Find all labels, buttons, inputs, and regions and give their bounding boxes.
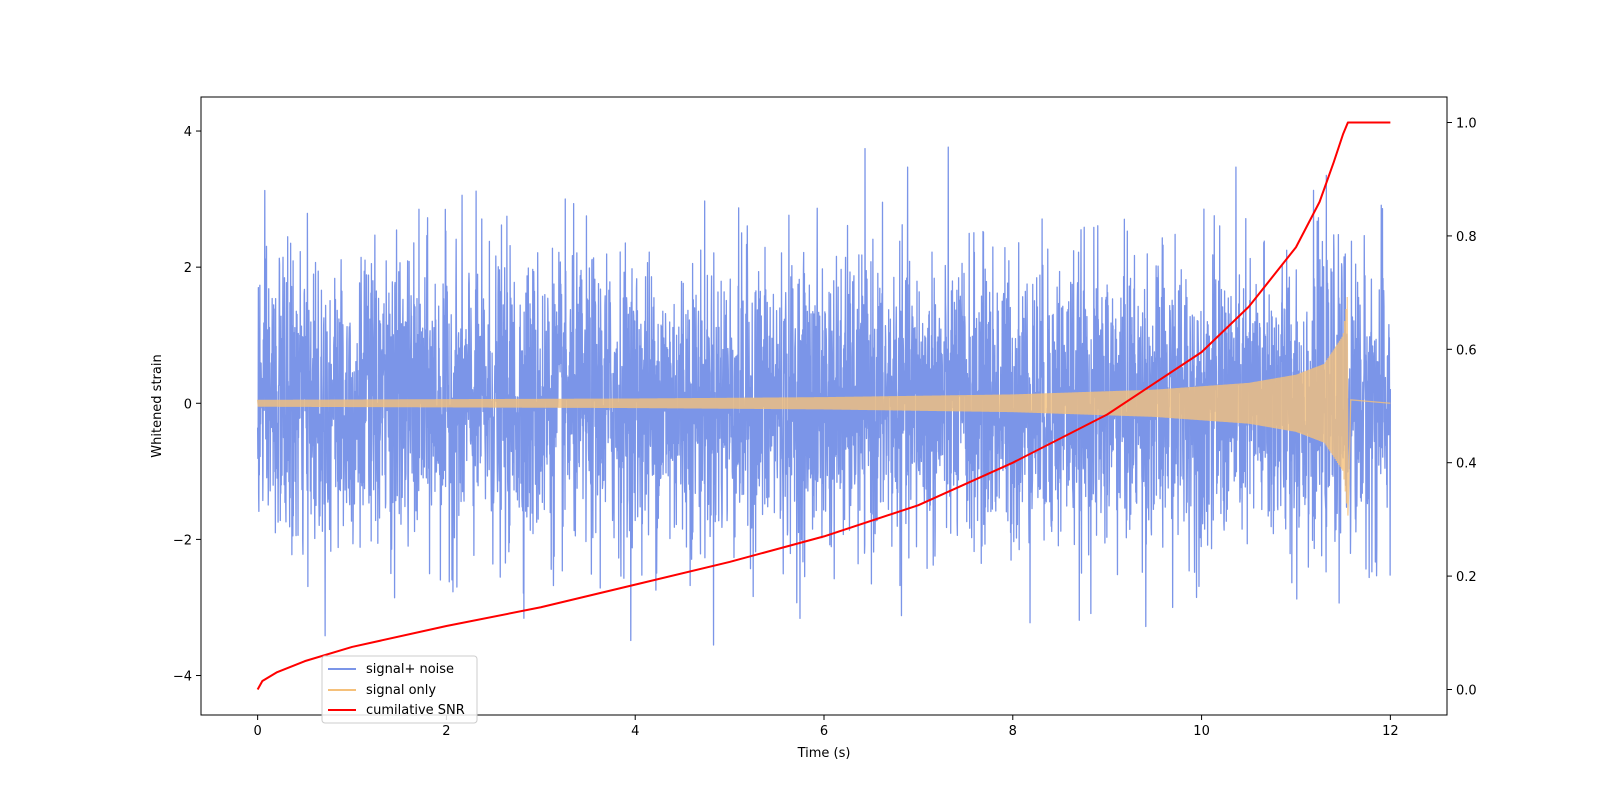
y2-tick-label: 0.4 [1456, 457, 1477, 472]
y2-tick-label: 0.0 [1456, 683, 1477, 698]
y-axis-label: Whitened strain [150, 354, 165, 457]
x-axis: 0 2 4 6 8 10 12 [253, 715, 1399, 739]
series-cumulative-snr [256, 121, 1391, 690]
y-tick-label: −2 [173, 533, 192, 548]
x-tick-label: 0 [253, 724, 261, 739]
y2-tick-label: 0.2 [1456, 570, 1477, 585]
y-axis-right: 0.0 0.2 0.4 0.6 0.8 1.0 [1447, 117, 1477, 698]
y2-tick-label: 0.6 [1456, 343, 1477, 358]
legend-label-signal-only: signal only [366, 683, 436, 698]
plot-area [256, 121, 1392, 690]
legend-label-cumulative-snr: cumilative SNR [366, 703, 465, 718]
legend-box [321, 655, 478, 724]
series-signal-only [256, 296, 1391, 516]
x-tick-label: 12 [1382, 724, 1399, 739]
legend-label-signal-noise: signal+ noise [366, 662, 454, 677]
x-tick-label: 2 [442, 724, 450, 739]
legend: signal+ noise signal only cumilative SNR [321, 655, 478, 724]
y2-tick-label: 1.0 [1456, 117, 1477, 132]
y-tick-label: 0 [184, 397, 192, 412]
y-tick-label: 2 [184, 261, 192, 276]
x-tick-label: 8 [1009, 724, 1017, 739]
y-tick-label: 4 [184, 125, 192, 140]
y-axis-left: −4 −2 0 2 4 [173, 125, 201, 685]
x-tick-label: 4 [631, 724, 639, 739]
y-tick-label: −4 [173, 670, 192, 685]
x-axis-label: Time (s) [797, 746, 851, 761]
y2-tick-label: 0.8 [1456, 230, 1477, 245]
x-tick-label: 10 [1193, 724, 1210, 739]
x-tick-label: 6 [820, 724, 828, 739]
